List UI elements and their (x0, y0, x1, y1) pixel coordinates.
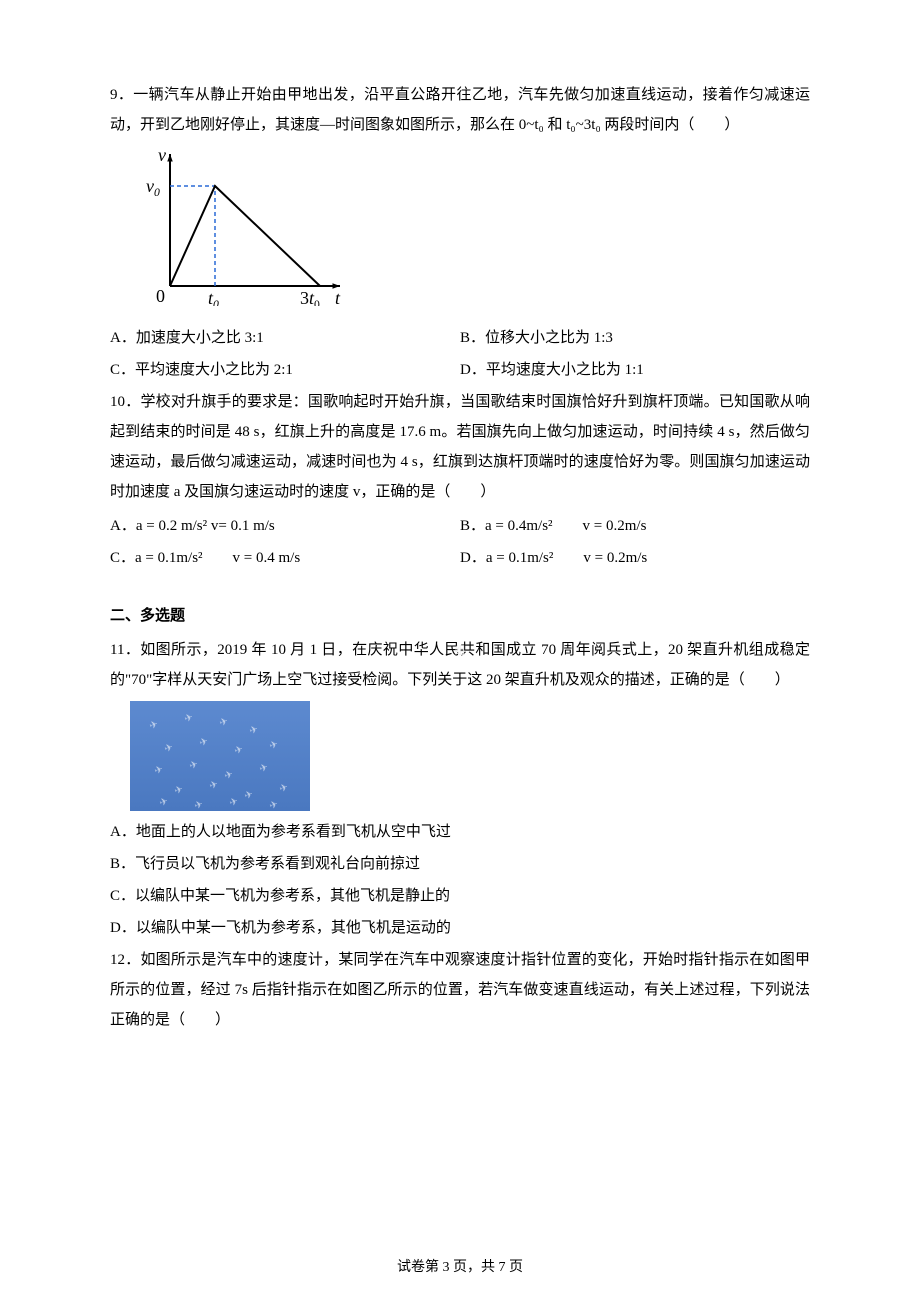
q9-options-row2: C．平均速度大小之比为 2:1 D．平均速度大小之比为 1:1 (110, 355, 810, 385)
q10-option-c: C．a = 0.1m/s² v = 0.4 m/s (110, 543, 460, 573)
q9-chart: v v0 0 t0 3t0 t (140, 146, 810, 317)
q9-options-row1: A．加速度大小之比 3:1 B．位移大小之比为 1:3 (110, 323, 810, 353)
footer-total: 7 (499, 1260, 506, 1275)
svg-text:t: t (335, 288, 341, 306)
q9-option-a: A．加速度大小之比 3:1 (110, 323, 460, 353)
q10-option-d: D．a = 0.1m/s² v = 0.2m/s (460, 543, 810, 573)
q11-option-a: A．地面上的人以地面为参考系看到飞机从空中飞过 (110, 817, 810, 847)
q11-option-c: C．以编队中某一飞机为参考系，其他飞机是静止的 (110, 881, 810, 911)
q12-text: 12．如图所示是汽车中的速度计，某同学在汽车中观察速度计指针位置的变化，开始时指… (110, 945, 810, 1035)
q10-option-a: A．a = 0.2 m/s² v= 0.1 m/s (110, 511, 460, 541)
q11-option-b: B．飞行员以飞机为参考系看到观礼台向前掠过 (110, 849, 810, 879)
q11-option-d: D．以编队中某一飞机为参考系，其他飞机是运动的 (110, 913, 810, 943)
q10-text: 10．学校对升旗手的要求是：国歌响起时开始升旗，当国歌结束时国旗恰好升到旗杆顶端… (110, 387, 810, 507)
section2-title: 二、多选题 (110, 601, 810, 631)
footer: 试卷第 3 页，共 7 页 (0, 1254, 920, 1282)
q11-photo: ✈✈✈✈✈✈✈✈✈✈✈✈✈✈✈✈✈✈✈✈ (130, 701, 310, 811)
q9-text: 9．一辆汽车从静止开始由甲地出发，沿平直公路开往乙地，汽车先做匀加速直线运动，接… (110, 80, 810, 140)
svg-text:0: 0 (156, 286, 165, 306)
q9-text-content: 9．一辆汽车从静止开始由甲地出发，沿平直公路开往乙地，汽车先做匀加速直线运动，接… (110, 87, 810, 133)
q11-text-content: 11．如图所示，2019 年 10 月 1 日，在庆祝中华人民共和国成立 70 … (110, 642, 810, 688)
q9-chart-svg: v v0 0 t0 3t0 t (140, 146, 350, 306)
q9-option-b: B．位移大小之比为 1:3 (460, 323, 810, 353)
svg-text:v: v (158, 146, 166, 165)
q11-text: 11．如图所示，2019 年 10 月 1 日，在庆祝中华人民共和国成立 70 … (110, 635, 810, 695)
q9-option-d: D．平均速度大小之比为 1:1 (460, 355, 810, 385)
q10-text-content: 10．学校对升旗手的要求是：国歌响起时开始升旗，当国歌结束时国旗恰好升到旗杆顶端… (110, 394, 810, 500)
svg-text:3t0: 3t0 (300, 288, 320, 306)
q10-options-row2: C．a = 0.1m/s² v = 0.4 m/s D．a = 0.1m/s² … (110, 543, 810, 573)
svg-text:t0: t0 (208, 288, 219, 306)
footer-prefix: 试卷第 (397, 1260, 443, 1275)
footer-suffix: 页 (506, 1260, 524, 1275)
q10-option-b: B．a = 0.4m/s² v = 0.2m/s (460, 511, 810, 541)
footer-page: 3 (443, 1260, 450, 1275)
q12-text-content: 12．如图所示是汽车中的速度计，某同学在汽车中观察速度计指针位置的变化，开始时指… (110, 952, 810, 1028)
q10-options-row1: A．a = 0.2 m/s² v= 0.1 m/s B．a = 0.4m/s² … (110, 511, 810, 541)
footer-middle: 页，共 (450, 1260, 499, 1275)
svg-text:v0: v0 (146, 176, 160, 199)
q9-option-c: C．平均速度大小之比为 2:1 (110, 355, 460, 385)
